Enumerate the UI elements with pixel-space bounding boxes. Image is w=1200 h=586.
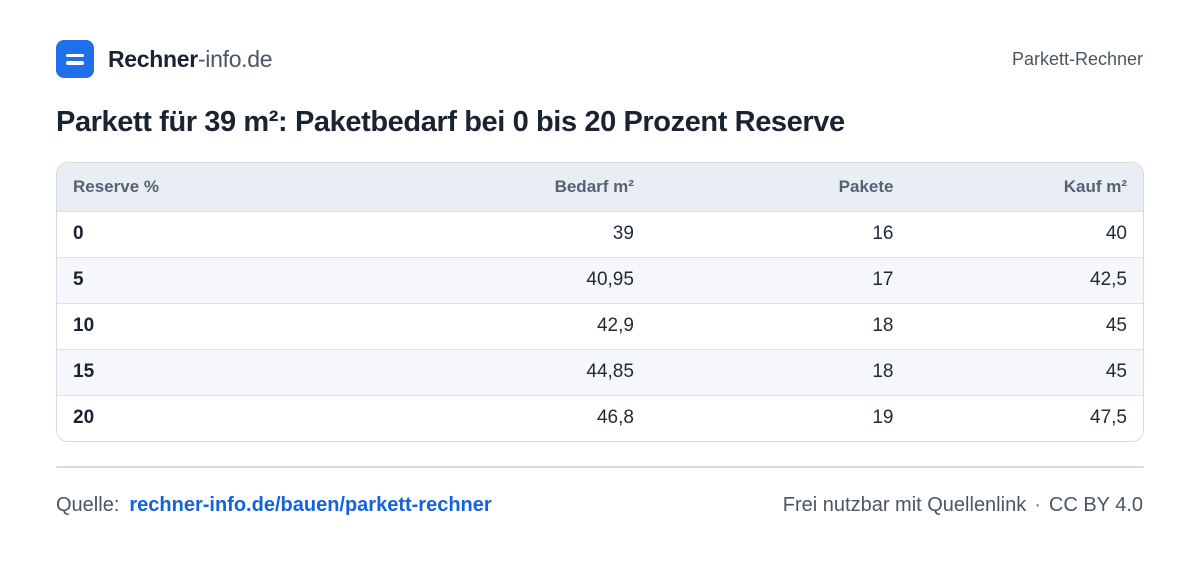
- page-title: Parkett für 39 m²: Paketbedarf bei 0 bis…: [56, 106, 845, 138]
- license-text: Frei nutzbar mit Quellenlink: [782, 493, 1027, 516]
- source-link[interactable]: rechner-info.de/bauen/parkett-rechner: [129, 493, 492, 516]
- column-header-pakete: Pakete: [838, 176, 894, 196]
- license-info: Frei nutzbar mit Quellenlink · CC BY 4.0: [783, 494, 1143, 517]
- table-row: 0 39 16 40: [57, 211, 1143, 257]
- license-separator: ·: [1034, 493, 1041, 516]
- cell-bedarf: 42,9: [596, 315, 634, 336]
- cell-pakete: 19: [872, 407, 894, 429]
- cell-bedarf: 46,8: [596, 407, 634, 429]
- cell-bedarf: 39: [612, 223, 634, 244]
- cell-reserve: 0: [73, 223, 84, 244]
- cell-pakete: 18: [872, 361, 894, 382]
- logo-icon: [56, 40, 94, 78]
- cell-bedarf: 40,95: [586, 269, 634, 290]
- cell-kauf: 40: [1105, 223, 1127, 244]
- table-row: 20 46,8 19 47,5: [57, 395, 1143, 441]
- cell-pakete: 17: [872, 269, 894, 290]
- cell-reserve: 10: [73, 315, 95, 336]
- cell-pakete: 16: [872, 223, 894, 244]
- column-header-bedarf: Bedarf m²: [554, 176, 634, 196]
- cell-kauf: 45: [1105, 361, 1127, 382]
- section-label: Parkett-Rechner: [1011, 48, 1143, 69]
- page-header: Rechner-info.de Parkett-Rechner: [56, 40, 1143, 78]
- source-label: Quelle:: [56, 493, 120, 516]
- cell-kauf: 47,5: [1090, 407, 1127, 429]
- reserve-table: Reserve % Bedarf m² Pakete Kauf m² 0 39 …: [56, 162, 1144, 442]
- table-row: 5 40,95 17 42,5: [57, 257, 1143, 303]
- cell-bedarf: 44,85: [586, 361, 634, 382]
- table-row: 15 44,85 18 45: [57, 349, 1143, 395]
- cell-reserve: 5: [73, 269, 84, 290]
- brand-name-strong: Rechner: [108, 45, 198, 72]
- table-row: 10 42,9 18 45: [57, 303, 1143, 349]
- source-attribution: Quelle: rechner-info.de/bauen/parkett-re…: [56, 494, 492, 517]
- cell-kauf: 45: [1105, 315, 1127, 336]
- brand-logo-link[interactable]: Rechner-info.de: [56, 40, 273, 78]
- cell-pakete: 18: [872, 315, 894, 336]
- cell-reserve: 20: [73, 407, 95, 429]
- footer-divider: [56, 466, 1144, 468]
- license-name: CC BY 4.0: [1048, 493, 1143, 516]
- column-header-kauf: Kauf m²: [1063, 176, 1127, 196]
- cell-reserve: 15: [73, 361, 95, 382]
- brand-name: Rechner-info.de: [108, 45, 273, 73]
- column-header-reserve: Reserve %: [73, 176, 160, 196]
- cell-kauf: 42,5: [1090, 269, 1127, 290]
- table-header-row: Reserve % Bedarf m² Pakete Kauf m²: [57, 163, 1143, 211]
- page-footer: Quelle: rechner-info.de/bauen/parkett-re…: [56, 490, 1143, 520]
- brand-name-rest: -info.de: [197, 45, 273, 72]
